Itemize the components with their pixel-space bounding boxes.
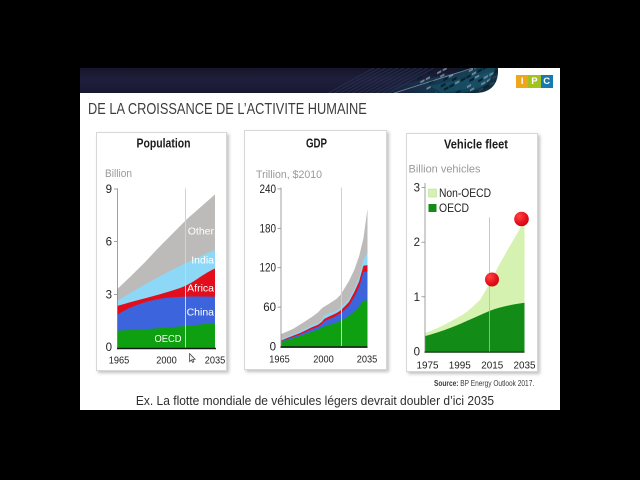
- svg-text:Non-OECD: Non-OECD: [439, 188, 491, 200]
- svg-text:1: 1: [414, 291, 420, 303]
- svg-text:Vehicle fleet: Vehicle fleet: [444, 136, 509, 151]
- svg-text:GDP: GDP: [306, 135, 327, 150]
- svg-text:2000: 2000: [313, 353, 334, 365]
- svg-text:6: 6: [106, 236, 112, 248]
- svg-text:1975: 1975: [417, 359, 439, 371]
- svg-text:India: India: [191, 254, 214, 266]
- svg-text:Other: Other: [188, 225, 215, 237]
- svg-text:9: 9: [106, 184, 112, 196]
- svg-text:China: China: [187, 306, 215, 318]
- svg-text:180: 180: [260, 223, 277, 235]
- svg-text:1995: 1995: [449, 359, 471, 371]
- svg-text:3: 3: [414, 182, 420, 194]
- svg-text:2: 2: [414, 237, 420, 249]
- svg-text:1965: 1965: [269, 353, 290, 365]
- svg-text:OECD: OECD: [439, 203, 469, 215]
- svg-text:OECD: OECD: [155, 333, 182, 345]
- svg-text:2035: 2035: [357, 353, 378, 365]
- svg-text:2035: 2035: [514, 359, 536, 371]
- svg-text:2015: 2015: [481, 359, 503, 371]
- svg-text:2000: 2000: [156, 354, 177, 366]
- svg-text:0: 0: [414, 346, 420, 358]
- svg-text:3: 3: [106, 289, 112, 301]
- svg-text:2035: 2035: [205, 354, 226, 366]
- svg-text:Billion: Billion: [105, 168, 132, 180]
- svg-text:1965: 1965: [109, 354, 130, 366]
- svg-text:Billion vehicles: Billion vehicles: [409, 163, 481, 175]
- svg-text:240: 240: [260, 183, 277, 195]
- svg-text:Trillion, $2010: Trillion, $2010: [256, 169, 322, 181]
- svg-text:Africa: Africa: [187, 282, 214, 294]
- svg-text:0: 0: [106, 342, 112, 354]
- svg-text:0: 0: [270, 341, 276, 353]
- svg-text:Population: Population: [137, 135, 191, 150]
- svg-text:60: 60: [263, 302, 276, 314]
- svg-text:120: 120: [260, 262, 277, 274]
